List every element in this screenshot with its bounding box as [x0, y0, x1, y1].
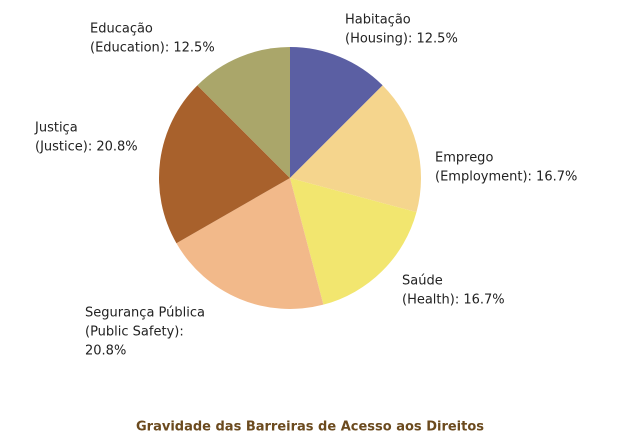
pie-slice — [176, 178, 324, 310]
slice-label: 20.8% — [85, 344, 126, 359]
pie-slice — [290, 47, 383, 178]
pie-slice — [197, 47, 290, 178]
slice-label: (Health): 16.7% — [402, 293, 505, 308]
pie-slice — [159, 85, 290, 244]
slice-label: (Employment): 16.7% — [435, 170, 577, 185]
slice-label: (Education): 12.5% — [90, 41, 215, 56]
slice-label: (Justice): 20.8% — [35, 140, 138, 155]
slice-label: Emprego — [435, 151, 493, 166]
slice-label: Justiça — [34, 121, 78, 136]
slice-label: (Public Safety): — [85, 325, 184, 340]
slice-label: Segurança Pública — [85, 306, 205, 321]
slice-label: Saúde — [402, 274, 443, 289]
slice-label: Habitação — [345, 13, 411, 28]
pie-slice — [290, 85, 421, 213]
slice-label: (Housing): 12.5% — [345, 32, 458, 47]
pie-slice — [290, 178, 417, 305]
slice-label: Educação — [90, 22, 153, 37]
chart-title: Gravidade das Barreiras de Acesso aos Di… — [136, 420, 484, 435]
